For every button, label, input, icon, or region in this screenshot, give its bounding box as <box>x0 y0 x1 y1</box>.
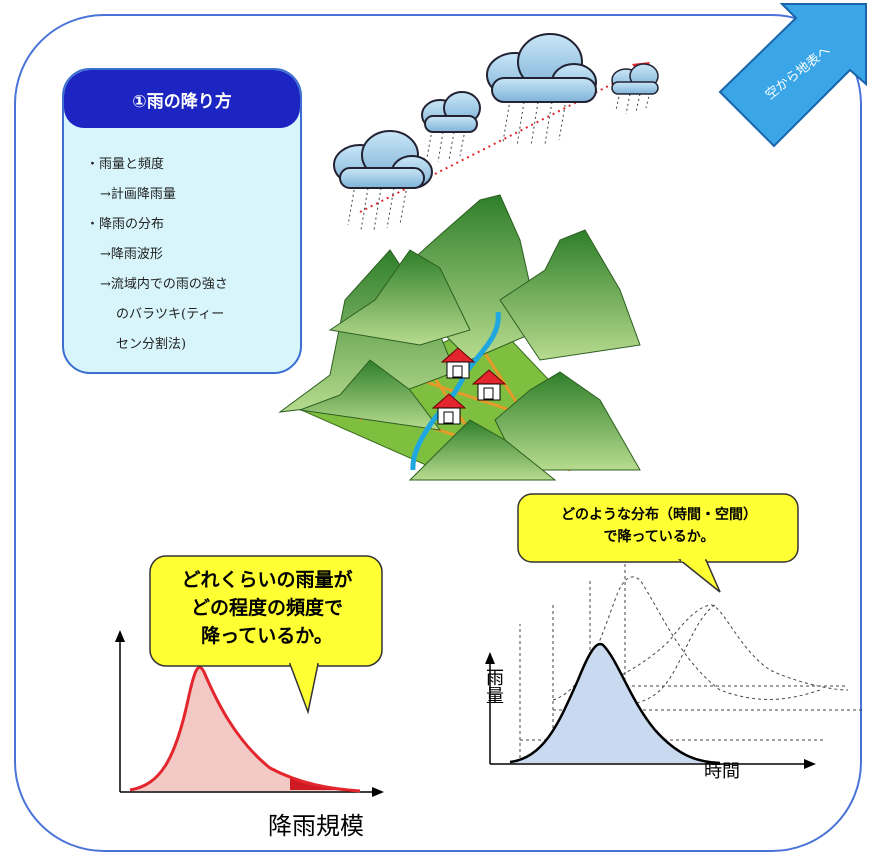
bullet-1: ・雨量と頻度 <box>86 157 165 172</box>
frequency-area <box>130 667 360 791</box>
distribution-chart <box>485 555 862 769</box>
bullet-2: →計画降雨量 <box>100 187 176 202</box>
left-x-axis-label: 降雨規模 <box>268 812 364 840</box>
sky-to-ground-arrow <box>718 3 867 148</box>
speech-bubble-distribution <box>517 493 799 593</box>
speech-bubble-frequency <box>149 555 383 715</box>
right-y-axis-label: 雨量 <box>483 668 504 704</box>
cloud-2-icon <box>421 91 481 163</box>
bullet-6: のバラツキ(ティー <box>116 307 225 322</box>
bubble-distribution-line-2: で降っているか。 <box>603 529 715 545</box>
panel-title: ①雨の降り方 <box>64 70 300 128</box>
bubble-distribution-text: どのような分布（時間・空間） で降っているか。 <box>526 504 792 548</box>
bubble-frequency-line-1: どれくらいの雨量が <box>181 569 353 591</box>
bullet-list: ・雨量と頻度 →計画降雨量 ・降雨の分布 →降雨波形 →流域内での雨の強さ のバ… <box>86 150 296 360</box>
house-icon <box>471 369 507 401</box>
rainfall-curve <box>509 642 721 765</box>
rain-panel: ①雨の降り方 ・雨量と頻度 →計画降雨量 ・降雨の分布 →降雨波形 →流域内での… <box>62 68 302 374</box>
bullet-4: →降雨波形 <box>100 247 163 262</box>
right-x-axis-label: 時間 <box>704 761 740 782</box>
bullet-7: セン分割法) <box>116 337 187 352</box>
cloud-3-icon <box>486 33 597 147</box>
cloud-1-icon <box>333 130 433 231</box>
house-icon <box>431 393 467 425</box>
frequency-chart <box>115 630 384 797</box>
house-icon <box>440 347 476 379</box>
bullet-5: →流域内での雨の強さ <box>100 277 228 292</box>
bubble-frequency-text: どれくらいの雨量が どの程度の頻度で 降っているか。 <box>156 566 378 650</box>
bubble-frequency-line-3: 降っているか。 <box>201 625 333 647</box>
tail-area <box>290 776 345 790</box>
mountain-landscape <box>278 194 641 481</box>
bubble-frequency-line-2: どの程度の頻度で <box>190 597 343 619</box>
outer-frame <box>14 14 862 852</box>
bullet-3: ・降雨の分布 <box>86 217 165 232</box>
bubble-distribution-line-1: どのような分布（時間・空間） <box>561 507 757 523</box>
cloud-4-icon <box>611 63 659 115</box>
frequency-curve <box>129 665 361 793</box>
storm-path-line <box>359 69 641 213</box>
